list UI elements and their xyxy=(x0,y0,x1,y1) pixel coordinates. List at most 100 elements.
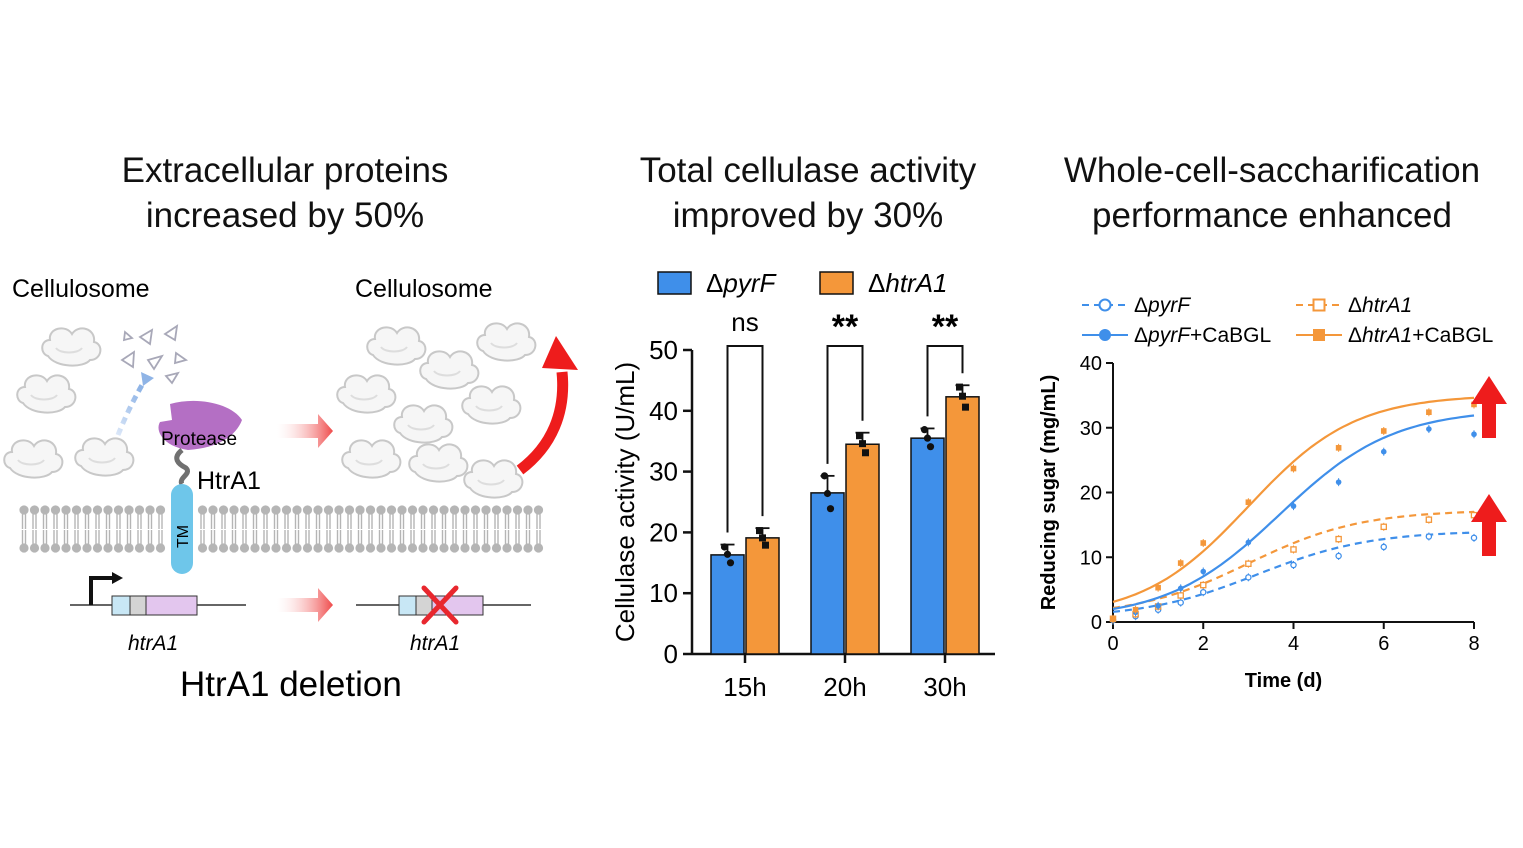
lipid-head-icon xyxy=(134,505,145,515)
lipid-head-icon xyxy=(386,543,397,553)
lipid-head-icon xyxy=(449,543,460,553)
protease-icon xyxy=(158,400,242,450)
lipid-head-icon xyxy=(271,505,281,515)
lipid-head-icon xyxy=(113,543,124,553)
lipid-head-icon xyxy=(397,505,407,515)
fit-curve xyxy=(1112,414,1475,611)
middle-panel-title: Total cellulase activity improved by 30% xyxy=(598,148,1018,238)
legend-suffix: +CaBGL xyxy=(1412,324,1493,347)
legend-label: ΔpyrF xyxy=(1134,294,1191,317)
lipid-head-icon xyxy=(523,543,533,553)
lipid-head-icon xyxy=(502,543,512,553)
left-title-line1: Extracellular proteins xyxy=(121,151,449,190)
significance-bracket xyxy=(926,345,964,417)
lipid-head-icon xyxy=(92,505,103,515)
y-tick-label: 0 xyxy=(664,639,678,669)
legend-prefix: Δ xyxy=(1348,294,1362,317)
y-tick-label: 40 xyxy=(649,396,678,426)
data-point xyxy=(1245,539,1252,546)
cellulosome-cloud xyxy=(476,322,537,362)
data-point xyxy=(762,541,769,549)
lipid-head-icon xyxy=(365,505,376,515)
significance-label: ** xyxy=(932,308,959,346)
lipid-head-icon xyxy=(239,543,250,553)
data-point xyxy=(1335,535,1342,543)
schematic-diagram: Cellulosome Cellulosome Protease HtrA1 T… xyxy=(3,275,578,704)
lipid-head-icon xyxy=(281,543,292,553)
increase-arrowhead-icon xyxy=(542,336,578,370)
lipid-head-icon xyxy=(449,505,460,515)
gene-label-left: htrA1 xyxy=(128,632,178,655)
promoter-arrow-icon xyxy=(89,576,114,605)
y-tick-label: 0 xyxy=(1091,612,1102,634)
gene-construct-right xyxy=(356,585,531,625)
data-point xyxy=(1154,606,1162,613)
htra1-protein-label: HtrA1 xyxy=(197,467,261,495)
lipid-head-icon xyxy=(344,505,355,515)
lipid-head-icon xyxy=(92,543,103,553)
data-point xyxy=(1245,574,1252,581)
lipid-head-icon xyxy=(460,543,470,553)
data-point xyxy=(1155,584,1161,591)
data-point xyxy=(1425,533,1433,540)
protease-label: Protease xyxy=(161,429,237,450)
data-point xyxy=(956,383,963,391)
bar xyxy=(710,554,745,655)
data-point xyxy=(1177,592,1184,599)
x-tick-label: 6 xyxy=(1378,633,1389,655)
significance-label: ** xyxy=(832,308,859,346)
data-point xyxy=(1200,581,1207,589)
right-title-line1: Whole-cell-saccharification xyxy=(1063,151,1481,190)
lipid-head-icon xyxy=(428,543,439,553)
cellulosome-cloud xyxy=(463,459,524,499)
lipid-head-icon xyxy=(82,505,92,515)
lipid-head-icon xyxy=(29,505,40,515)
data-point xyxy=(1470,511,1478,519)
cellulosome-label-right: Cellulosome xyxy=(355,275,493,303)
bar xyxy=(745,537,780,655)
legend-italic: pyrF xyxy=(1147,294,1191,317)
legend-marker xyxy=(1312,298,1326,312)
data-point xyxy=(1109,616,1117,624)
cellulosome-cloud xyxy=(366,326,427,366)
x-tick-label: 15h xyxy=(723,672,766,702)
cellulosome-cloud xyxy=(341,439,402,479)
lipid-head-icon xyxy=(208,505,218,515)
data-point xyxy=(1290,561,1297,569)
fit-curve xyxy=(1112,396,1475,603)
lipid-head-icon xyxy=(134,543,145,553)
data-point xyxy=(1200,588,1207,596)
data-point xyxy=(759,534,766,542)
lipid-head-icon xyxy=(61,543,71,553)
legend-prefix: Δ xyxy=(1134,294,1148,317)
increase-arrow-icon xyxy=(1471,376,1507,438)
lipid-head-icon xyxy=(155,505,166,515)
y-tick-label: 30 xyxy=(649,457,678,487)
cellulosome-cloud xyxy=(419,350,480,390)
lipid-head-icon xyxy=(481,505,491,515)
data-point xyxy=(1335,445,1342,451)
x-tick-label: 20h xyxy=(823,672,866,702)
lipid-head-icon xyxy=(124,543,134,553)
lipid-head-icon xyxy=(50,543,61,553)
bar xyxy=(945,396,980,655)
lipid-head-icon xyxy=(386,505,397,515)
lipid-head-icon xyxy=(40,505,50,515)
lipid-head-icon xyxy=(19,543,29,553)
lipid-head-icon xyxy=(407,505,418,515)
data-point xyxy=(1200,568,1207,575)
data-point xyxy=(959,392,966,400)
legend-label: ΔhtrA1 xyxy=(1348,294,1412,317)
legend-prefix: Δ xyxy=(1134,324,1148,347)
significance-bracket xyxy=(826,345,864,464)
lipid-head-icon xyxy=(71,505,82,515)
cell-membrane xyxy=(19,505,544,553)
lipid-head-icon xyxy=(460,505,470,515)
lipid-head-icon xyxy=(355,505,365,515)
legend-prefix: Δ xyxy=(1348,324,1362,347)
data-point xyxy=(820,472,829,480)
data-point xyxy=(1380,523,1388,531)
cellulosome-cloud xyxy=(16,374,77,414)
y-tick-label: 40 xyxy=(1080,353,1102,375)
cellulosome-cloud xyxy=(336,374,397,414)
